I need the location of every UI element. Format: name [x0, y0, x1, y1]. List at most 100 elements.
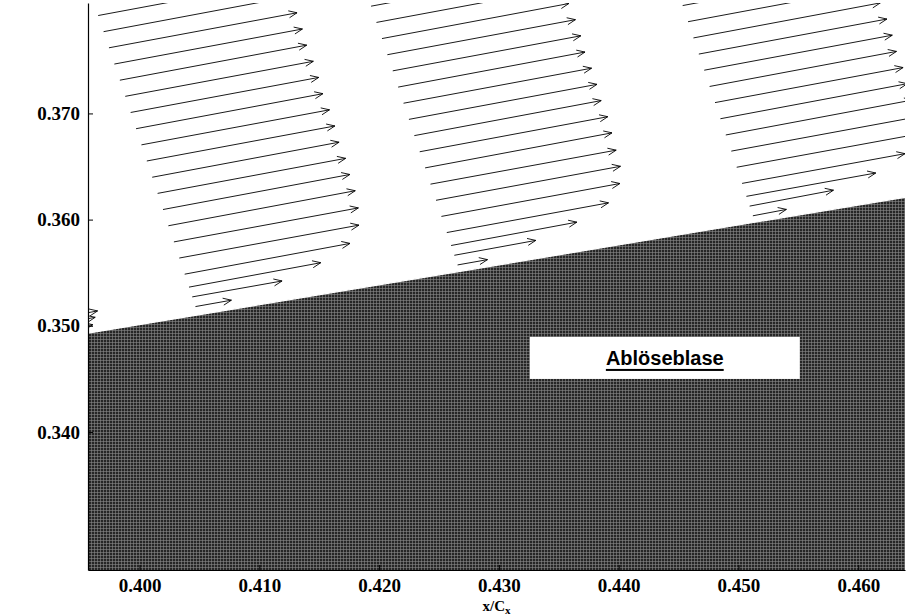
annotation-text: Ablöseblase [606, 347, 724, 369]
velocity-vector [710, 50, 897, 87]
velocity-vector [715, 66, 903, 103]
velocity-vector [131, 76, 319, 113]
velocity-vector [376, 3, 564, 22]
tick-label: 0.440 [598, 575, 641, 596]
velocity-vector [192, 279, 282, 297]
tick-label: 0.450 [718, 575, 761, 596]
velocity-vector [104, 3, 291, 32]
velocity-vector [414, 99, 601, 136]
annotation-box [530, 337, 800, 379]
tick-label: 0.340 [37, 422, 80, 443]
x-axis-title: x/Cx [483, 598, 512, 615]
velocity-vector [88, 309, 98, 316]
velocity-vector [746, 171, 875, 196]
velocity-vector [731, 115, 905, 151]
velocity-vector [451, 220, 577, 245]
tick-mark [88, 326, 93, 327]
tick: 0.460 [837, 565, 880, 596]
velocity-vector [114, 27, 302, 64]
tick: 0.400 [119, 565, 162, 596]
velocity-vector [750, 188, 834, 206]
tick-label: 0.430 [478, 575, 521, 596]
tick-mark [499, 565, 500, 570]
tick-label: 0.350 [37, 315, 80, 336]
wall-region [88, 197, 905, 570]
x-axis: 0.400 0.410 0.420 0.430 0.440 0.450 0.460 [89, 565, 906, 596]
tick: 0.410 [238, 565, 281, 596]
y-axis-line [88, 4, 89, 571]
velocity-vector [699, 17, 887, 54]
velocity-vector [136, 92, 323, 129]
velocity-vector [189, 261, 321, 287]
velocity-vector [447, 201, 609, 233]
velocity-vector [185, 241, 350, 274]
tick: 0.370 [37, 103, 93, 124]
velocity-vector [436, 164, 620, 200]
x-axis-title-main: x/C [483, 598, 506, 614]
plot-area [88, 3, 905, 570]
velocity-vector [125, 59, 313, 96]
velocity-vector [683, 3, 871, 6]
tick-label: 0.360 [37, 209, 80, 230]
tick-mark [379, 565, 380, 570]
tick: 0.440 [598, 565, 641, 596]
tick-label: 0.420 [358, 575, 401, 596]
tick-mark [88, 220, 93, 221]
velocity-vector [141, 108, 329, 145]
velocity-profile [88, 309, 98, 330]
velocity-vector [430, 148, 616, 184]
tick-label: 0.410 [238, 575, 281, 596]
velocity-vector [387, 18, 575, 55]
tick-mark [619, 565, 620, 570]
chart: 0.400 0.410 0.420 0.430 0.440 0.450 0.460 0.340… [0, 0, 920, 615]
velocity-vector [158, 156, 346, 193]
velocity-vector [168, 189, 355, 226]
velocity-vector [152, 140, 339, 177]
x-axis-title-subscript: x [505, 604, 511, 615]
velocity-vector [704, 33, 892, 70]
velocity-vector [382, 3, 569, 39]
velocity-vector [371, 3, 559, 6]
y-axis: 0.340 0.350 0.360 0.370 [37, 4, 93, 571]
tick: 0.350 [37, 315, 93, 336]
velocity-vector [398, 50, 585, 87]
velocity-vector [163, 173, 350, 210]
velocity-vector [420, 115, 608, 152]
tick: 0.360 [37, 209, 93, 230]
tick: 0.420 [358, 565, 401, 596]
velocity-profile [371, 3, 620, 265]
tick-label: 0.370 [37, 103, 80, 124]
velocity-vector [688, 3, 876, 22]
plot: 0.400 0.410 0.420 0.430 0.440 0.450 0.460 0.340… [37, 0, 916, 596]
tick-label: 0.460 [837, 575, 880, 596]
tick: 0.430 [478, 565, 521, 596]
velocity-vector [195, 298, 231, 306]
velocity-vector [174, 206, 358, 242]
tick-mark [259, 565, 260, 570]
velocity-vector [409, 82, 597, 119]
velocity-vector [458, 258, 488, 265]
velocity-vector [404, 66, 592, 103]
velocity-vector [693, 3, 880, 38]
velocity-vector [737, 132, 905, 167]
annotation: Ablöseblase [530, 337, 800, 379]
tick-mark [88, 113, 93, 114]
velocity-vector [179, 223, 359, 258]
tick: 0.450 [718, 565, 761, 596]
x-axis-line [89, 570, 906, 571]
velocity-vector [147, 124, 335, 161]
velocity-vector [109, 11, 297, 48]
velocity-vector [425, 131, 612, 168]
tick-mark [88, 432, 93, 433]
velocity-profile [683, 3, 905, 216]
tick-mark [738, 565, 739, 570]
velocity-vector [454, 238, 535, 255]
tick-mark [140, 565, 141, 570]
tick: 0.340 [37, 422, 93, 443]
velocity-vector [726, 98, 905, 135]
velocity-vector [441, 182, 619, 217]
velocity-vector [753, 208, 787, 216]
velocity-vector [742, 152, 905, 184]
velocity-vector [98, 3, 286, 16]
tick-label: 0.400 [119, 575, 162, 596]
